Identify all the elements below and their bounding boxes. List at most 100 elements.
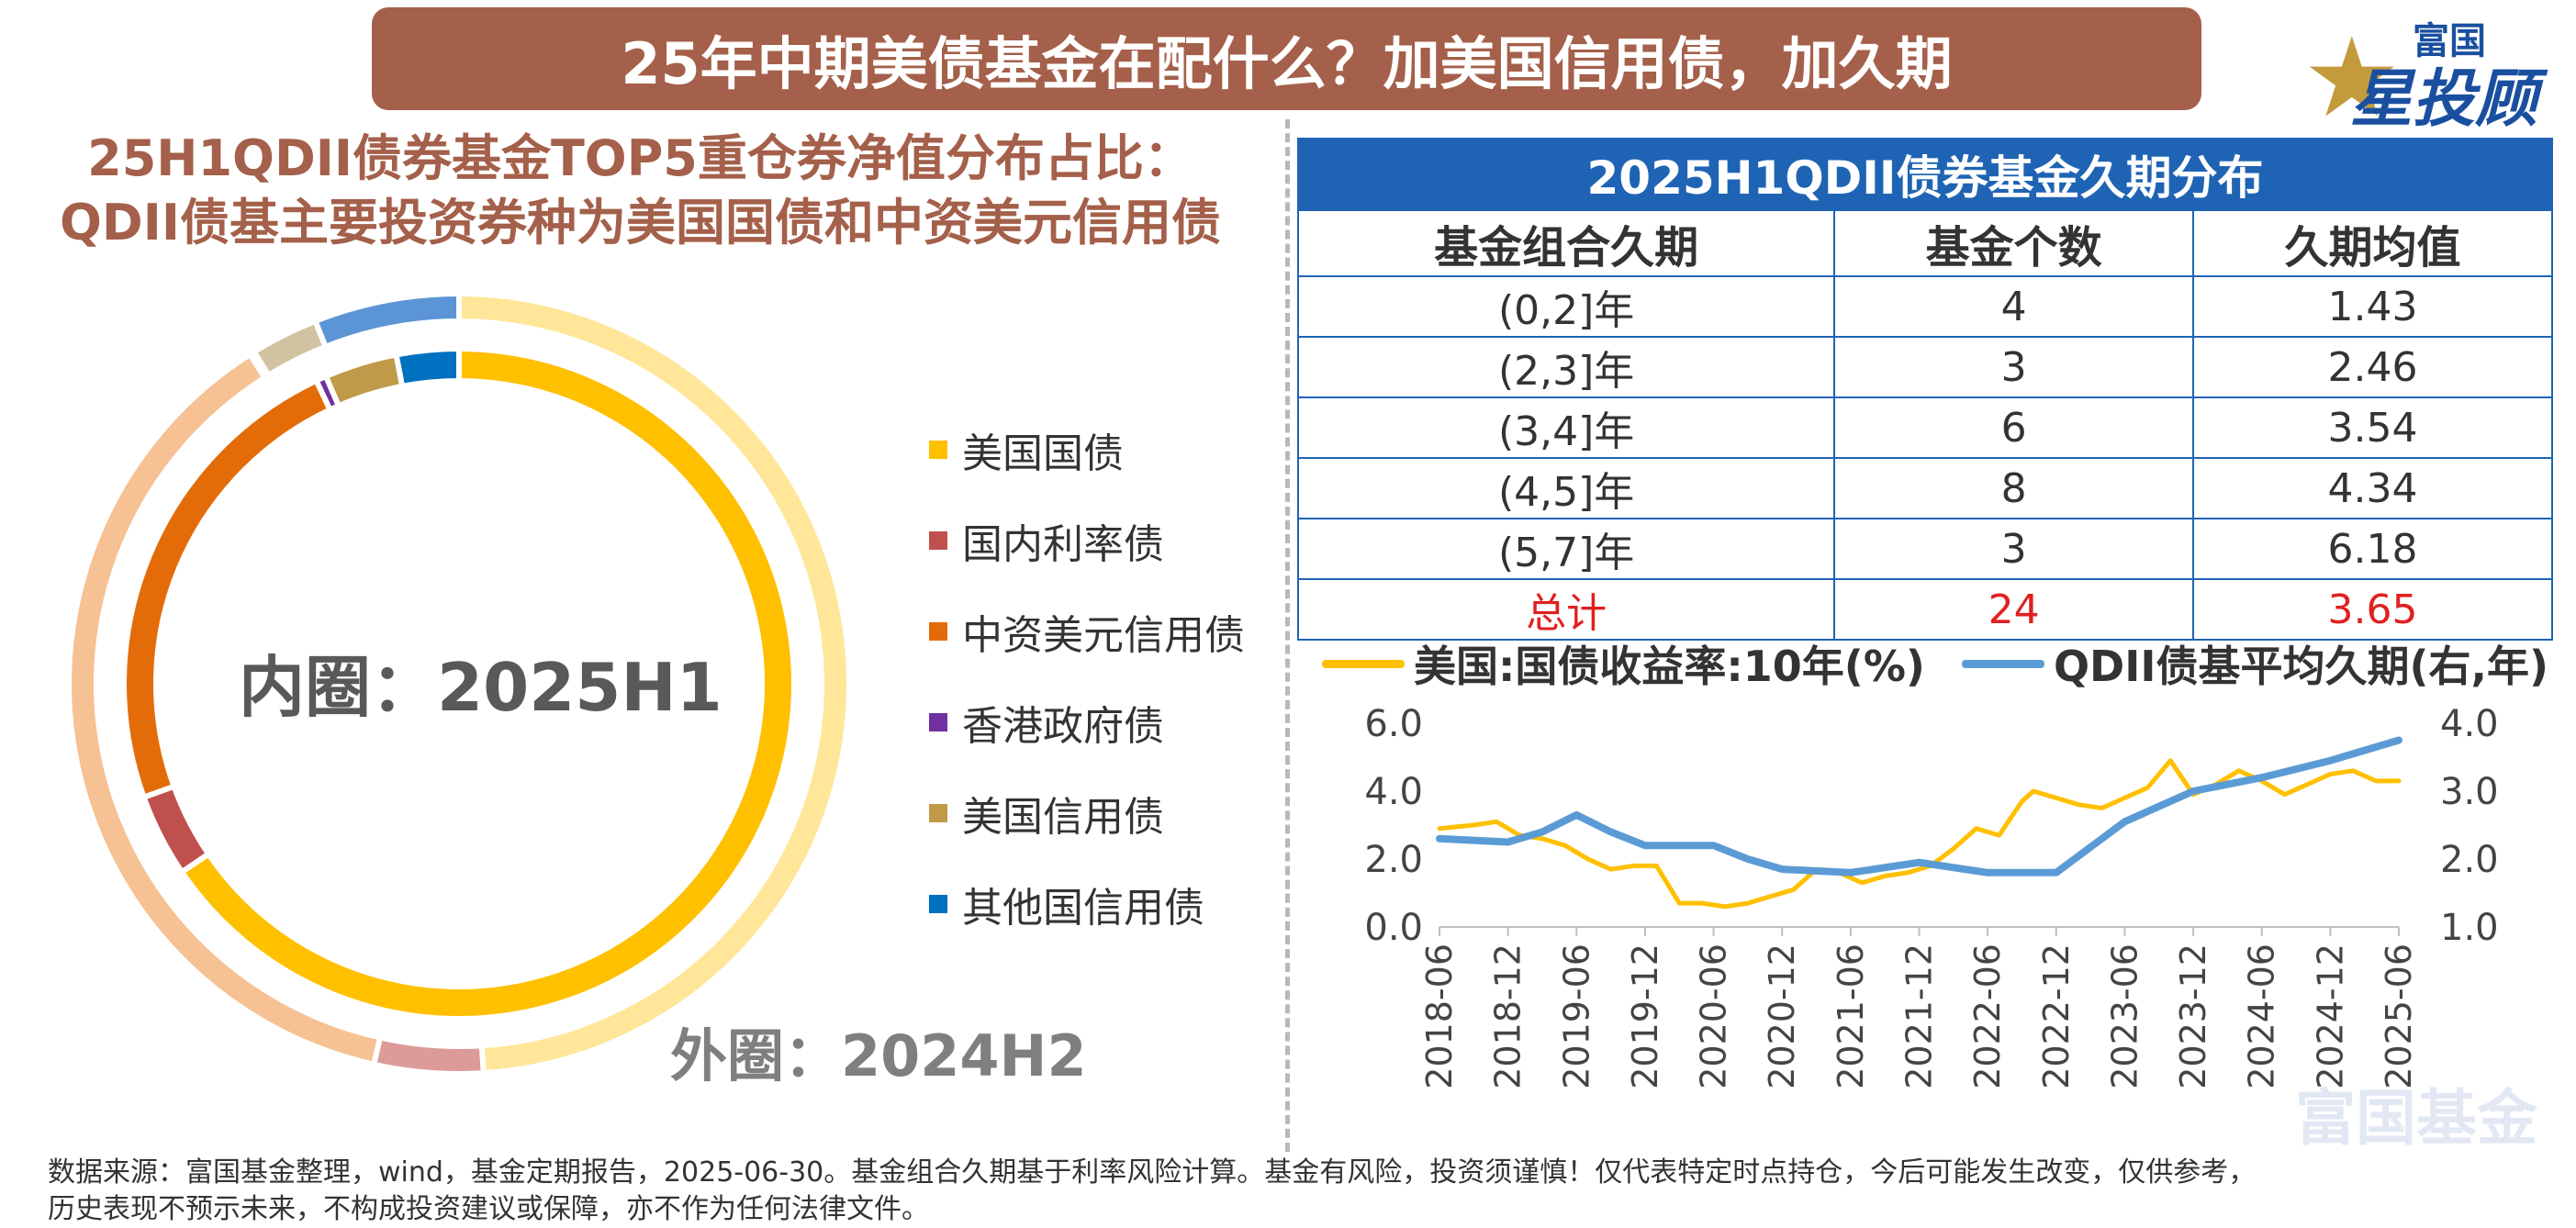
series-line-1 [1436,736,2402,876]
table-cell: (4,5]年 [1296,457,1836,519]
y-left-tick-label: 4.0 [1364,771,1423,813]
legend-item: 香港政府债 [929,676,1245,767]
line-legend-swatch [1322,659,1405,668]
table-header-cell: 基金组合久期 [1296,209,1836,277]
table-cell: 总计 [1296,578,1836,641]
inner-ring-label: 内圈：2025H1 [239,649,722,726]
panel-divider [1285,119,1290,1152]
legend-swatch [929,712,947,731]
x-tick-label: 2020-06 [1694,943,1734,1089]
x-tick-label: 2019-12 [1625,943,1665,1089]
table-cell: 4.34 [2192,457,2553,519]
donut-outer-slice-5 [311,290,462,351]
logo-main-text: 星投顾 [2350,63,2538,136]
outer-ring-label: 外圈：2024H2 [670,1022,1087,1089]
table-cell: 3.54 [2192,396,2553,459]
x-tick-label: 2023-12 [2173,943,2213,1089]
table-header-cell: 久期均值 [2192,209,2553,277]
table-row: (2,3]年 3 2.46 [1296,336,2553,398]
page-title: 25年中期美债基金在配什么？加美国信用债，加久期 [372,7,2201,110]
donut-inner-slice-1 [140,782,213,876]
table-row: (4,5]年 8 4.34 [1296,457,2553,519]
donut-title-line1: 25H1QDII债券基金TOP5重仓券净值分布占比： [87,129,1193,187]
y-left-tick-label: 2.0 [1364,839,1423,881]
x-tick-label: 2020-12 [1762,943,1802,1089]
x-tick-label: 2021-12 [1899,943,1940,1089]
footer-line2: 历史表现不预示未来，不构成投资建议或保障，亦不作为任何法律文件。 [48,1193,929,1225]
legend-item: 美国信用债 [929,767,1245,858]
donut-outer-slice-4 [250,317,330,379]
table-cell: (0,2]年 [1296,275,1836,338]
table-total-row: 总计 24 3.65 [1296,578,2553,641]
donut-title-line2: QDII债基主要投资券种为美国国债和中资美元信用债 [60,194,1221,251]
legend-item: 国内利率债 [929,495,1245,586]
table-title: 2025H1QDII债券基金久期分布 [1297,138,2553,211]
x-tick-label: 2021-06 [1831,943,1871,1089]
legend-label: 美国国债 [962,430,1124,477]
table-cell: 4 [1833,275,2195,338]
table-row: (5,7]年 3 6.18 [1296,518,2553,580]
donut-inner-slice-5 [393,345,462,390]
donut-chart [66,290,852,1077]
legend-label: 美国信用债 [962,793,1164,841]
legend-item: 中资美元信用债 [929,586,1245,676]
x-tick-label: 2023-06 [2104,943,2145,1089]
legend-swatch [929,621,947,641]
line-chart-legend: 美国:国债收益率:10年(%) QDII债基平均久期(右,年) [1322,633,2548,694]
table-cell: 3 [1833,518,2195,580]
x-tick-label: 2018-06 [1419,943,1460,1089]
table-cell: (2,3]年 [1296,336,1836,398]
watermark: 富国基金 [2295,1083,2537,1154]
x-tick-label: 2018-12 [1488,943,1529,1089]
donut-inner-slice-4 [322,351,406,410]
donut-inner-slice-0 [177,345,797,1021]
table-cell: 6.18 [2192,518,2553,580]
legend-swatch [929,803,947,822]
logo-top-text: 富国 [2413,20,2486,62]
table-cell: (5,7]年 [1296,518,1836,580]
x-tick-label: 2024-12 [2310,943,2350,1089]
table-header-cell: 基金个数 [1833,209,2195,277]
donut-chart-title: 25H1QDII债券基金TOP5重仓券净值分布占比： QDII债基主要投资券种为… [0,127,1281,255]
legend-swatch [929,530,947,550]
table-row: (3,4]年 6 3.54 [1296,396,2553,459]
table-cell: 2.46 [2192,336,2553,398]
x-tick-label: 2022-06 [1967,943,2008,1089]
y-right-tick-label: 3.0 [2440,771,2499,813]
brand-logo: ★ 富国 星投顾 [2295,7,2561,136]
x-tick-label: 2024-06 [2242,943,2282,1089]
table-row: (0,2]年 4 1.43 [1296,275,2553,338]
star-icon: ★ [2302,15,2402,142]
table-cell: (3,4]年 [1296,396,1836,459]
line-legend-label: 美国:国债收益率:10年(%) [1414,642,1925,691]
x-tick-label: 2025-06 [2379,943,2419,1089]
line-chart: 0.0 2.0 4.0 6.0 1.0 2.0 3.0 4.0 2018-06 2018-12 20… [1364,703,2499,1089]
y-right-tick-label: 1.0 [2440,907,2499,949]
table-cell: 8 [1833,457,2195,519]
legend-item: 其他国信用债 [929,858,1245,949]
x-tick-label: 2019-06 [1556,943,1596,1089]
table-cell: 24 [1833,578,2195,641]
y-left-tick-label: 0.0 [1364,907,1423,949]
donut-legend: 美国国债国内利率债中资美元信用债 香港政府债美国信用债其他国信用债 [929,404,1245,949]
y-right-tick-label: 2.0 [2440,839,2499,881]
footer-line1: 数据来源：富国基金整理，wind，基金定期报告，2025-06-30。基金组合久… [48,1156,2257,1189]
legend-item: 美国国债 [929,404,1245,495]
legend-swatch [929,440,947,459]
legend-label: 香港政府债 [962,702,1164,750]
duration-table: 2025H1QDII债券基金久期分布 基金组合久期 基金个数 久期均值 (0,2]年 4… [1296,138,2553,641]
table-cell: 3 [1833,336,2195,398]
legend-label: 中资美元信用债 [962,611,1245,659]
legend-label: 国内利率债 [962,520,1164,568]
y-right-tick-label: 4.0 [2440,703,2499,745]
legend-swatch [929,894,947,913]
table-cell: 6 [1833,396,2195,459]
y-left-tick-label: 6.0 [1364,703,1423,745]
line-legend-swatch [1961,659,2044,668]
legend-label: 其他国信用债 [962,884,1204,932]
footer-note: 数据来源：富国基金整理，wind，基金定期报告，2025-06-30。基金组合久… [48,1155,2563,1228]
donut-outer-slice-1 [370,1033,487,1077]
line-legend-label: QDII债基平均久期(右,年) [2053,642,2548,691]
table-cell: 3.65 [2192,578,2553,641]
x-tick-label: 2022-12 [2036,943,2077,1089]
